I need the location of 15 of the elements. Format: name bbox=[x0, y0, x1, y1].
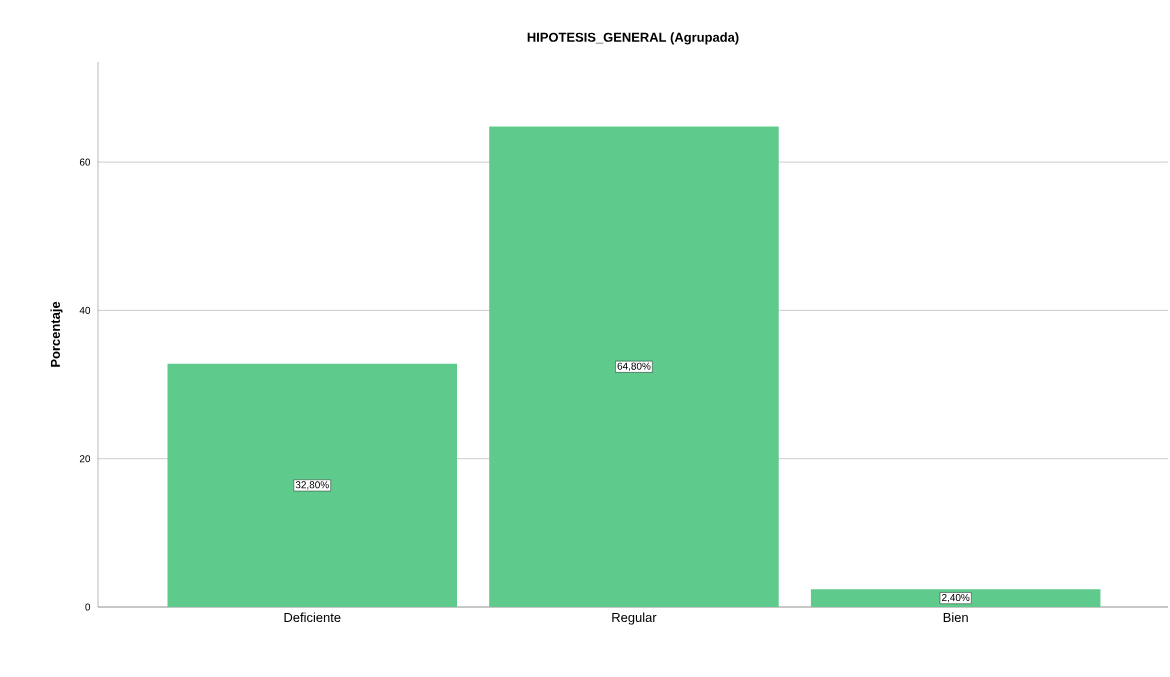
data-label: 64,80% bbox=[617, 362, 651, 371]
data-label: 2,40% bbox=[942, 593, 970, 603]
data-label: 32,80% bbox=[295, 481, 329, 490]
y-tick-label: 60 bbox=[79, 158, 91, 166]
y-tick-label: 0 bbox=[85, 603, 91, 611]
bar bbox=[489, 126, 779, 607]
x-tick-label: Bien bbox=[943, 612, 968, 623]
y-tick-label: 20 bbox=[79, 455, 91, 463]
bar bbox=[167, 363, 458, 607]
y-axis-title: Porcentaje bbox=[50, 301, 63, 367]
x-tick-label: Deficiente bbox=[284, 612, 341, 623]
x-tick-label: Regular bbox=[612, 612, 657, 625]
y-tick-label: 40 bbox=[79, 306, 91, 314]
chart-title: HIPOTESIS_GENERAL (Agrupada) bbox=[527, 32, 739, 45]
bar bbox=[810, 589, 1101, 607]
